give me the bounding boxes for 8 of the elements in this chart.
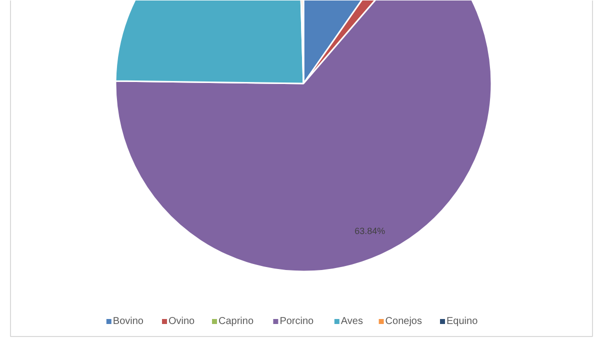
legend-label: Bovino — [112, 316, 144, 327]
legend-label: Porcino — [280, 316, 314, 327]
legend-label: Ovino — [168, 316, 196, 327]
legend-label: Conejos — [385, 316, 422, 327]
legend-label: Aves — [340, 316, 363, 327]
legend-label: Caprino — [218, 316, 254, 327]
legend-label: Equino — [446, 316, 478, 327]
data-label: 63.84% — [354, 226, 386, 236]
